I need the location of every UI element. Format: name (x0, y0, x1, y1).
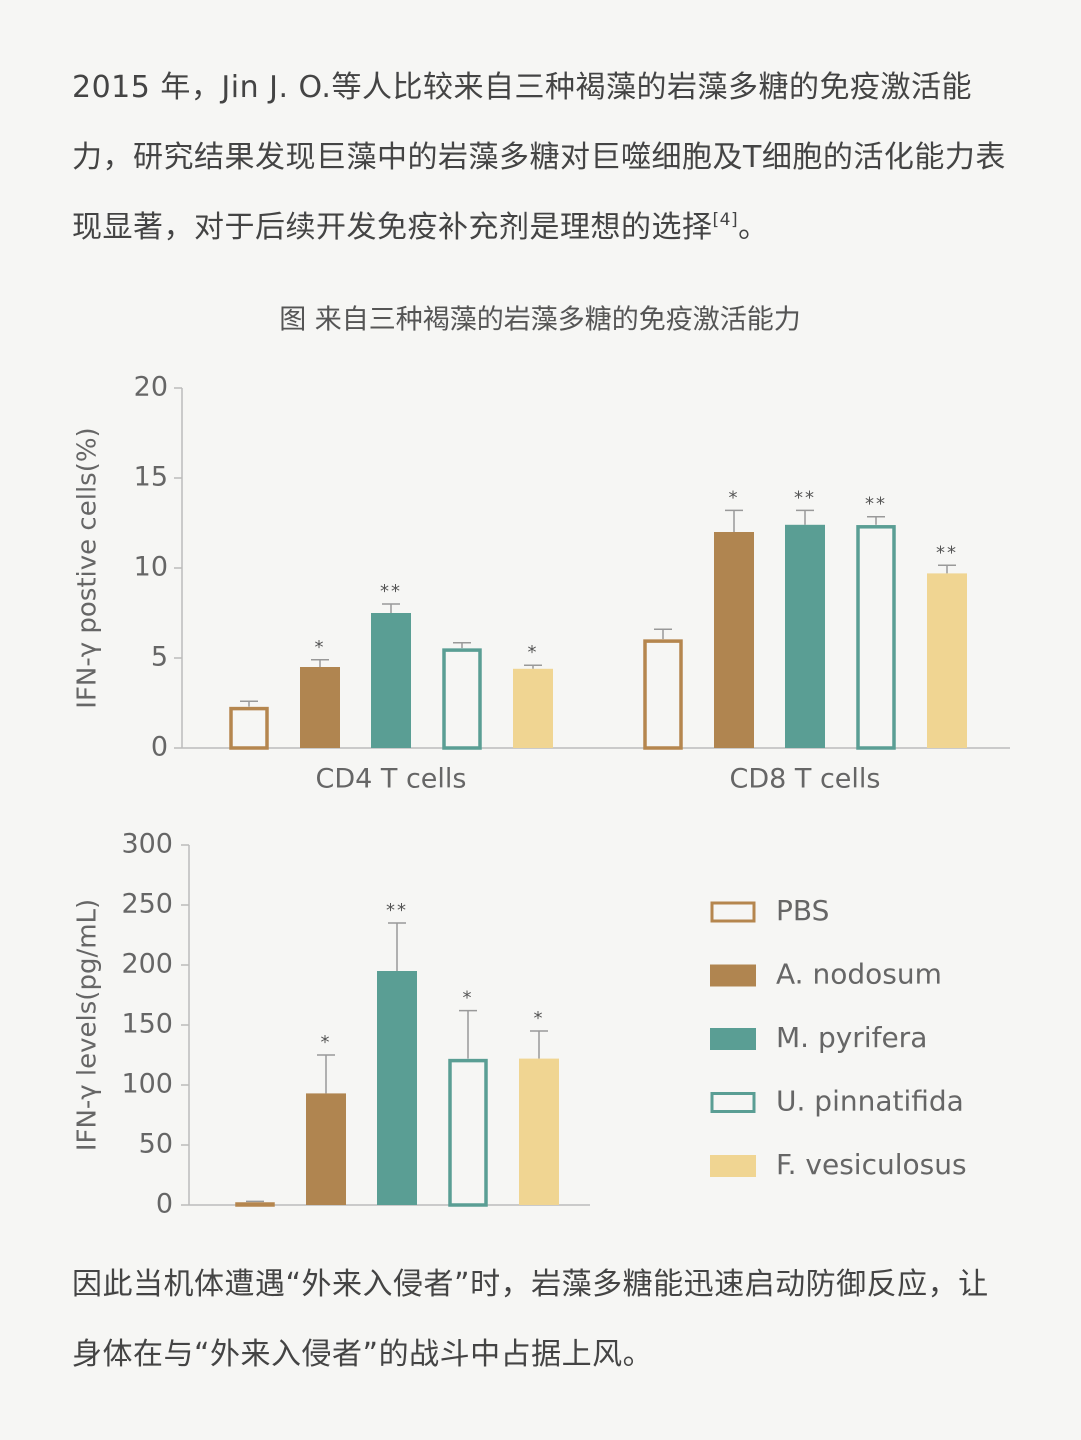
bar (442, 648, 482, 750)
y-axis-label: IFN-γ postive cells(%) (73, 427, 103, 708)
significance: ** (865, 494, 887, 515)
y-axis-label: IFN-γ levels(pg/mL) (73, 899, 103, 1151)
bar (300, 667, 340, 748)
y-tick-label: 10 (134, 552, 168, 583)
legend-swatch (710, 1092, 756, 1113)
paragraph-text: 因此当机体遭遇“外来入侵者”时，岩藻多糖能迅速启动防御反应，让身体在与“外来入侵… (72, 1267, 989, 1372)
significance: * (463, 988, 474, 1009)
y-tick-label: 20 (134, 372, 168, 403)
legend-swatch (710, 901, 756, 923)
paragraph-text: 。 (738, 210, 769, 245)
y-tick-label: 150 (121, 1009, 173, 1040)
bar (229, 706, 269, 750)
bar (856, 525, 896, 750)
bar (448, 1058, 488, 1207)
y-tick-label: 50 (139, 1129, 173, 1160)
bar (643, 639, 683, 750)
x-tick-label: CD8 T cells (729, 764, 880, 795)
y-tick-label: 300 (121, 829, 173, 860)
y-tick-label: 250 (121, 889, 173, 920)
bar (235, 1202, 275, 1207)
bar (513, 668, 553, 748)
bar (377, 971, 417, 1205)
significance: * (729, 487, 740, 508)
paragraph: 2015 年，Jin J. O.等人比较来自三种褐藻的岩藻多糖的免疫激活能力，研… (72, 53, 1017, 263)
caption: 图 来自三种褐藻的岩藻多糖的免疫激活能力 (279, 305, 801, 336)
significance: * (321, 1032, 332, 1053)
significance: ** (794, 487, 816, 508)
legend-label: U. pinnatifida (776, 1085, 964, 1118)
legend-label: PBS (776, 894, 829, 927)
significance: * (528, 642, 539, 663)
paragraph-text: 2015 年，Jin J. O.等人比较来自三种褐藻的岩藻多糖的免疫激活能力，研… (72, 70, 1006, 245)
significance: ** (936, 542, 958, 563)
x-tick-label: CD4 T cells (315, 764, 466, 795)
y-tick-label: 0 (151, 732, 168, 763)
bar (714, 532, 754, 748)
significance: * (315, 637, 326, 658)
y-tick-label: 5 (151, 642, 168, 673)
bar (519, 1058, 559, 1205)
legend-label: A. nodosum (776, 958, 942, 991)
significance: ** (380, 581, 402, 602)
reference: [4] (712, 210, 739, 230)
legend-label: F. vesiculosus (776, 1148, 967, 1181)
y-tick-label: 200 (121, 949, 173, 980)
legend-swatch (710, 1155, 756, 1177)
legend-label: M. pyrifera (776, 1021, 927, 1054)
legend-swatch (710, 964, 756, 987)
significance: ** (386, 900, 408, 921)
y-tick-label: 15 (134, 462, 168, 493)
paragraph: 因此当机体遭遇“外来入侵者”时，岩藻多糖能迅速启动防御反应，让身体在与“外来入侵… (72, 1250, 1017, 1390)
bar (371, 613, 411, 748)
y-tick-label: 100 (121, 1069, 173, 1100)
bar (927, 573, 967, 748)
significance: * (534, 1008, 545, 1029)
bar (306, 1093, 346, 1205)
y-tick-label: 0 (156, 1189, 173, 1220)
legend-swatch (710, 1028, 756, 1050)
bar (785, 524, 825, 748)
